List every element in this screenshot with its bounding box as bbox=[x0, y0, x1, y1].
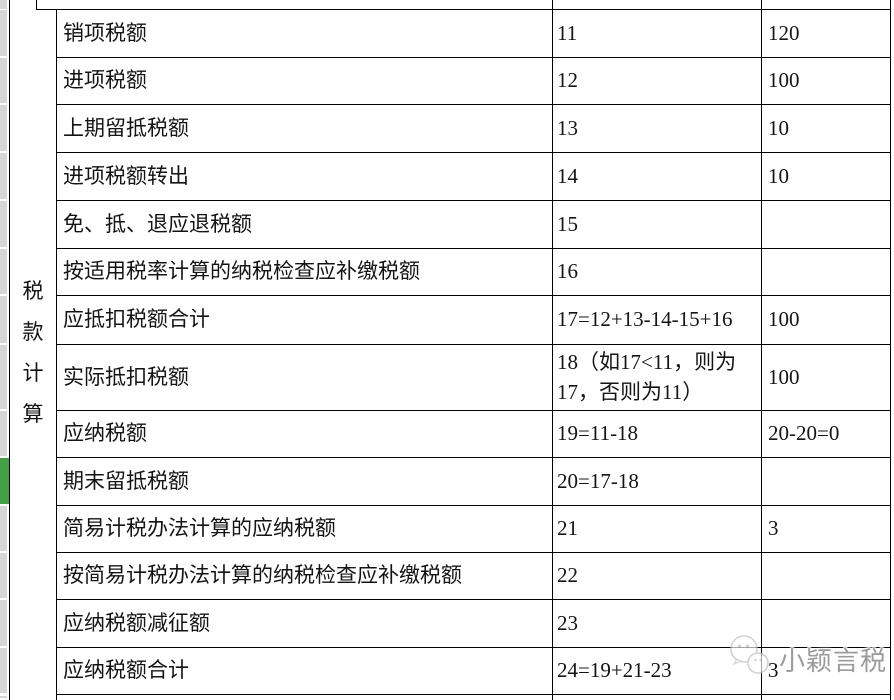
grid-line-horizontal bbox=[56, 295, 891, 296]
item-cell[interactable]: 简易计税办法计算的应纳税额 bbox=[63, 516, 336, 541]
row-header-segment[interactable] bbox=[0, 696, 7, 700]
grid-line-vertical bbox=[9, 0, 10, 700]
line-code-cell[interactable]: 20=17-18 bbox=[557, 468, 639, 493]
item-cell[interactable]: 免、抵、退应退税额 bbox=[63, 211, 252, 236]
grid-line-vertical bbox=[552, 0, 553, 700]
grid-line-vertical bbox=[761, 0, 762, 700]
grid-line-horizontal bbox=[56, 344, 891, 345]
item-cell[interactable]: 上期留抵税额 bbox=[63, 115, 189, 140]
item-cell[interactable]: 按适用税率计算的纳税检查应补缴税额 bbox=[63, 259, 420, 284]
item-cell[interactable]: 应纳税额 bbox=[63, 421, 147, 446]
row-header-segment[interactable] bbox=[0, 105, 7, 153]
value-cell[interactable]: 100 bbox=[768, 364, 800, 389]
value-cell[interactable]: 20-20=0 bbox=[768, 421, 840, 446]
grid-line-horizontal bbox=[56, 552, 891, 553]
value-cell[interactable]: 10 bbox=[768, 163, 789, 188]
row-header-segment[interactable] bbox=[0, 648, 7, 695]
value-cell[interactable]: 120 bbox=[768, 20, 800, 45]
row-header-segment[interactable] bbox=[0, 411, 7, 458]
value-cell[interactable] bbox=[761, 200, 890, 248]
value-cell[interactable]: 3 bbox=[768, 658, 779, 683]
item-cell[interactable]: 应纳税额合计 bbox=[63, 658, 189, 683]
row-header-segment[interactable] bbox=[0, 553, 7, 600]
grid-line-horizontal bbox=[56, 410, 891, 411]
grid-line-horizontal bbox=[56, 694, 891, 695]
item-cell[interactable]: 期末留抵税额 bbox=[63, 468, 189, 493]
grid-line-horizontal bbox=[56, 647, 891, 648]
section-label-char: 算 bbox=[22, 402, 44, 426]
grid-line-vertical bbox=[56, 9, 57, 700]
row-header-selected-marker[interactable] bbox=[0, 458, 9, 506]
grid-line-horizontal bbox=[36, 9, 891, 10]
item-cell[interactable]: 实际抵扣税额 bbox=[63, 364, 189, 389]
item-cell[interactable]: 进项税额 bbox=[63, 68, 147, 93]
value-cell[interactable]: 100 bbox=[768, 307, 800, 332]
row-header-segment[interactable] bbox=[0, 506, 7, 553]
item-cell[interactable]: 应抵扣税额合计 bbox=[63, 307, 210, 332]
item-cell[interactable]: 销项税额 bbox=[63, 20, 147, 45]
row-header-segment[interactable] bbox=[0, 345, 7, 411]
grid-line-vertical bbox=[890, 0, 891, 700]
grid-line-horizontal bbox=[56, 57, 891, 58]
grid-line-horizontal bbox=[56, 248, 891, 249]
value-cell[interactable] bbox=[761, 552, 890, 599]
line-code-cell[interactable]: 18（如17<11，则为17，否则为11） bbox=[557, 349, 737, 404]
line-code-cell[interactable]: 11 bbox=[557, 20, 578, 45]
line-code-cell[interactable]: 22 bbox=[557, 563, 578, 588]
item-cell[interactable]: 应纳税额减征额 bbox=[63, 610, 210, 635]
value-cell[interactable] bbox=[761, 248, 890, 295]
value-cell[interactable]: 10 bbox=[768, 115, 789, 140]
item-cell[interactable]: 按简易计税办法计算的纳税检查应补缴税额 bbox=[63, 563, 462, 588]
line-code-cell[interactable]: 24=19+21-23 bbox=[557, 658, 672, 683]
line-code-cell[interactable]: 13 bbox=[557, 115, 578, 140]
grid-line-horizontal bbox=[56, 104, 891, 105]
section-label-cell[interactable]: 税款计算 bbox=[10, 9, 56, 694]
value-cell[interactable]: 3 bbox=[768, 516, 779, 541]
grid-line-horizontal bbox=[56, 457, 891, 458]
section-label-char: 税 bbox=[22, 279, 44, 303]
line-code-cell[interactable]: 14 bbox=[557, 163, 578, 188]
row-header-segment[interactable] bbox=[0, 296, 7, 345]
grid-line-horizontal bbox=[56, 505, 891, 506]
row-header-segment[interactable] bbox=[0, 58, 7, 105]
row-header-segment[interactable] bbox=[0, 600, 7, 648]
line-code-cell[interactable]: 15 bbox=[557, 211, 578, 236]
line-code-cell[interactable]: 17=12+13-14-15+16 bbox=[557, 307, 733, 332]
value-cell[interactable] bbox=[761, 457, 890, 505]
line-code-cell[interactable]: 23 bbox=[557, 610, 578, 635]
section-label-char: 款 bbox=[22, 320, 44, 344]
grid-line-horizontal bbox=[56, 599, 891, 600]
row-header-segment[interactable] bbox=[0, 153, 7, 201]
row-header-segment[interactable] bbox=[0, 249, 7, 296]
section-label-char: 计 bbox=[22, 361, 44, 385]
row-header-segment[interactable] bbox=[0, 10, 7, 58]
row-header-segment[interactable] bbox=[0, 201, 7, 249]
line-code-cell[interactable]: 12 bbox=[557, 68, 578, 93]
line-code-cell[interactable]: 21 bbox=[557, 516, 578, 541]
value-cell[interactable]: 100 bbox=[768, 68, 800, 93]
grid-line-vertical bbox=[36, 0, 37, 10]
line-code-cell[interactable]: 16 bbox=[557, 259, 578, 284]
grid-line-horizontal bbox=[56, 200, 891, 201]
line-code-cell[interactable]: 19=11-18 bbox=[557, 421, 639, 446]
item-cell[interactable]: 进项税额转出 bbox=[63, 163, 189, 188]
grid-line-horizontal bbox=[56, 152, 891, 153]
value-cell[interactable] bbox=[761, 599, 890, 647]
